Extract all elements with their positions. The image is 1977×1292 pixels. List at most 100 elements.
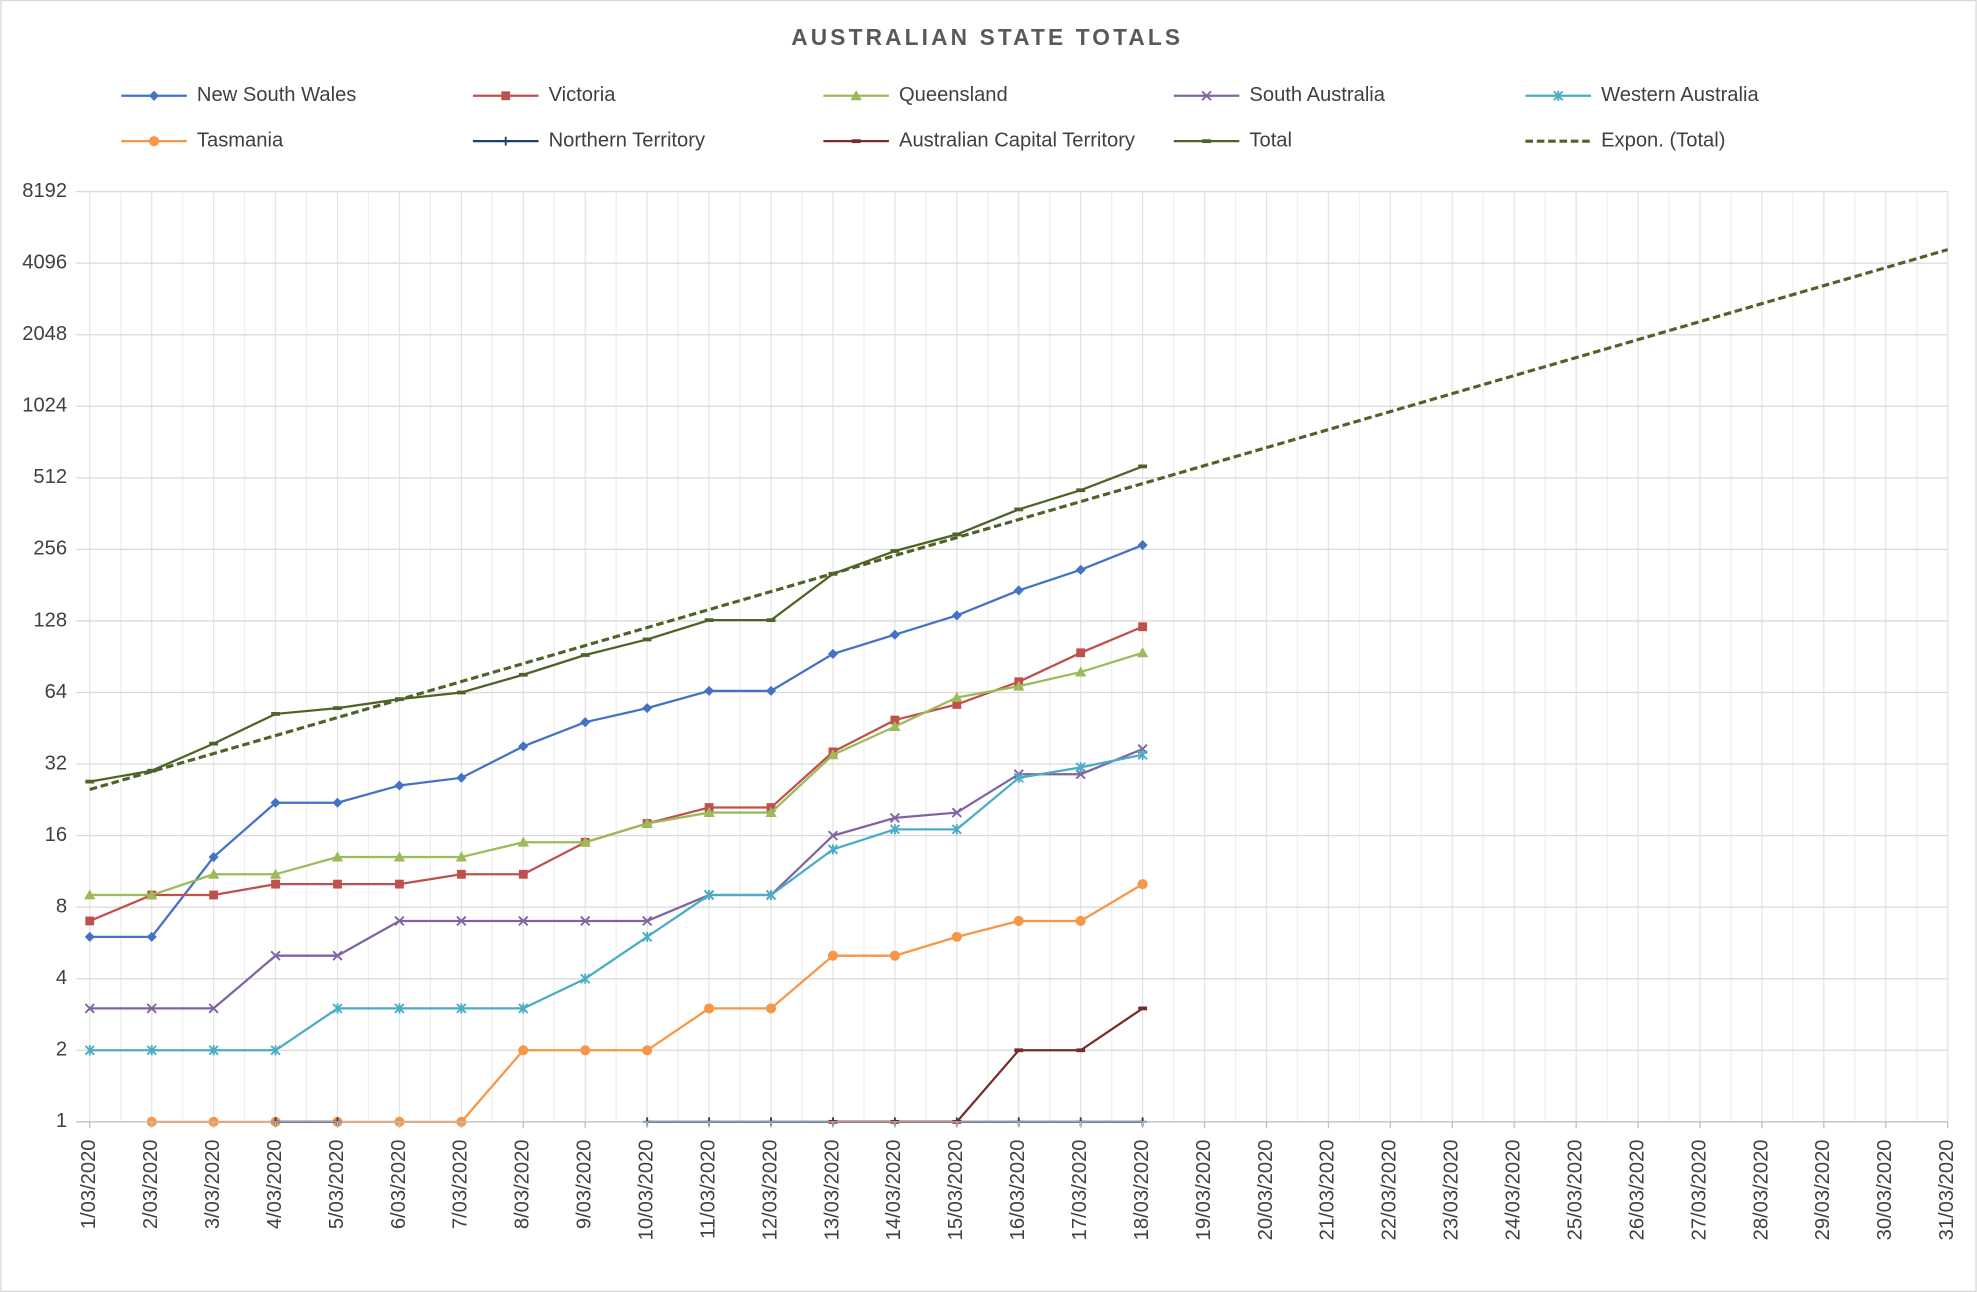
x-tick-label: 27/03/2020 <box>1688 1139 1710 1240</box>
marker <box>642 931 653 942</box>
y-tick-label: 256 <box>33 538 67 560</box>
marker <box>704 685 715 696</box>
y-tick-label: 64 <box>45 681 67 703</box>
marker <box>890 715 900 725</box>
x-tick-label: 18/03/2020 <box>1131 1139 1153 1240</box>
marker <box>518 1003 529 1014</box>
x-tick-label: 20/03/2020 <box>1255 1139 1277 1240</box>
x-tick-label: 12/03/2020 <box>759 1139 781 1240</box>
marker <box>1013 772 1024 783</box>
marker <box>580 973 591 984</box>
marker <box>394 780 405 791</box>
y-tick-label: 1 <box>56 1110 67 1132</box>
marker <box>518 869 528 879</box>
y-tick-label: 4096 <box>22 251 67 273</box>
marker <box>455 851 468 862</box>
marker <box>1075 915 1086 926</box>
marker <box>951 807 962 818</box>
marker <box>208 1045 219 1056</box>
marker <box>84 1003 95 1014</box>
marker <box>1075 762 1086 773</box>
legend-label: South Australia <box>1249 84 1385 106</box>
marker <box>149 136 160 147</box>
x-tick-label: 17/03/2020 <box>1069 1139 1091 1240</box>
marker <box>765 889 777 901</box>
x-tick-label: 16/03/2020 <box>1007 1139 1029 1240</box>
marker <box>146 1003 157 1014</box>
y-tick-label: 4 <box>56 967 67 989</box>
marker <box>1137 749 1148 760</box>
marker <box>331 851 344 862</box>
marker <box>84 931 95 942</box>
marker <box>765 1003 777 1014</box>
marker <box>146 889 158 900</box>
legend-label: New South Wales <box>197 84 356 106</box>
x-tick-label: 15/03/2020 <box>945 1139 967 1240</box>
marker <box>393 851 406 862</box>
marker <box>146 1045 157 1056</box>
x-tick-label: 25/03/2020 <box>1564 1139 1586 1240</box>
x-tick-label: 28/03/2020 <box>1750 1139 1772 1240</box>
marker <box>1137 879 1148 890</box>
legend-label: Expon. (Total) <box>1601 130 1725 152</box>
x-tick-label: 10/03/2020 <box>635 1139 657 1240</box>
y-tick-label: 16 <box>45 824 67 846</box>
series-line <box>89 465 1144 783</box>
marker <box>1201 90 1212 101</box>
y-tick-label: 32 <box>45 752 67 774</box>
x-tick-label: 5/03/2020 <box>326 1139 348 1229</box>
marker <box>84 889 96 900</box>
x-tick-label: 11/03/2020 <box>697 1139 719 1238</box>
marker <box>827 749 839 760</box>
marker <box>1076 648 1086 658</box>
x-tick-label: 22/03/2020 <box>1379 1139 1401 1240</box>
marker <box>394 1003 405 1014</box>
legend-label: Tasmania <box>197 130 284 152</box>
marker <box>84 1045 95 1056</box>
marker <box>580 717 591 728</box>
marker <box>1553 90 1564 101</box>
x-tick-label: 8/03/2020 <box>512 1139 534 1229</box>
marker <box>642 1045 653 1056</box>
y-tick-label: 2048 <box>22 323 67 345</box>
marker <box>85 916 95 926</box>
marker <box>333 879 342 889</box>
x-tick-label: 26/03/2020 <box>1626 1139 1648 1240</box>
y-tick-label: 2 <box>56 1039 67 1061</box>
x-tick-label: 24/03/2020 <box>1503 1139 1525 1240</box>
y-tick-label: 512 <box>33 466 67 488</box>
marker <box>332 1003 343 1014</box>
marker <box>517 836 529 847</box>
x-tick-label: 31/03/2020 <box>1936 1139 1958 1240</box>
marker <box>889 629 900 640</box>
x-tick-label: 30/03/2020 <box>1874 1139 1896 1240</box>
legend-label: Australian Capital Territory <box>899 130 1136 152</box>
marker <box>642 915 653 927</box>
marker <box>1138 622 1148 632</box>
marker <box>951 824 962 835</box>
legend-label: Western Australia <box>1601 84 1759 106</box>
series-line <box>89 543 1144 938</box>
marker <box>208 852 219 863</box>
marker <box>704 889 715 901</box>
marker <box>889 824 900 835</box>
marker <box>951 691 963 702</box>
marker <box>850 90 862 101</box>
marker <box>395 879 404 889</box>
marker <box>1136 647 1149 658</box>
marker <box>208 1003 219 1014</box>
marker <box>518 915 529 927</box>
marker <box>518 741 529 752</box>
marker <box>889 950 900 961</box>
marker <box>951 610 962 621</box>
marker <box>269 868 282 879</box>
legend: New South Wales Victoria Queensland South A… <box>121 84 1759 152</box>
marker <box>580 915 591 927</box>
marker <box>1013 585 1024 596</box>
x-tick-label: 2/03/2020 <box>140 1139 162 1229</box>
x-tick-label: 19/03/2020 <box>1193 1139 1215 1240</box>
x-tick-label: 3/03/2020 <box>202 1139 224 1229</box>
x-tick-label: 7/03/2020 <box>450 1139 472 1229</box>
